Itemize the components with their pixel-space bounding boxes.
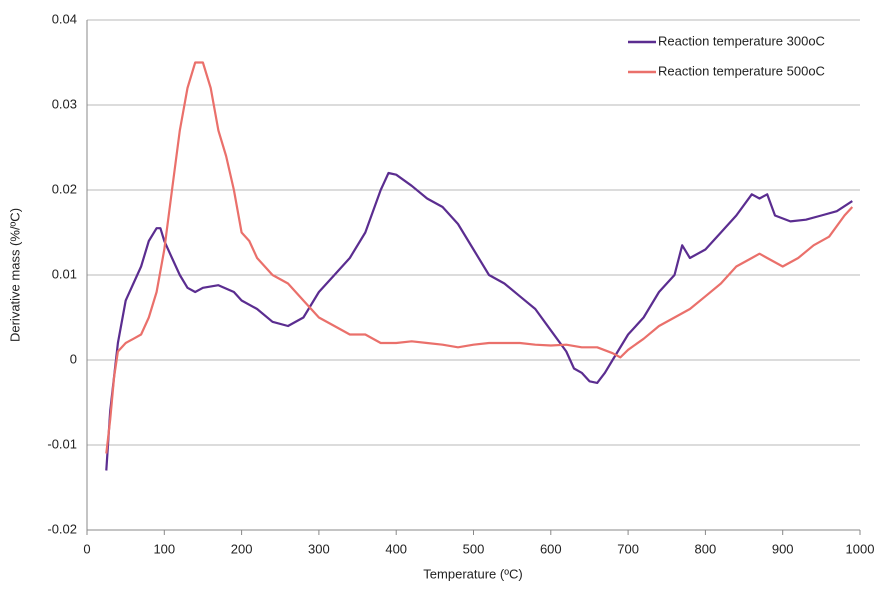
y-tick-label: 0.04 — [52, 11, 77, 26]
y-tick-label: -0.02 — [47, 521, 77, 536]
x-tick-label: 100 — [153, 541, 175, 556]
y-tick-label: -0.01 — [47, 436, 77, 451]
x-tick-label: 700 — [617, 541, 639, 556]
data-line — [105, 171, 853, 471]
y-tick-label: 0.01 — [52, 266, 77, 281]
x-tick-label: 1000 — [846, 541, 875, 556]
y-axis-label: Derivative mass (%/ºC) — [7, 208, 22, 342]
x-axis-label: Temperature (ºC) — [423, 566, 522, 581]
x-tick-label: 300 — [308, 541, 330, 556]
x-tick-label: 200 — [231, 541, 253, 556]
y-tick-label: 0.03 — [52, 96, 77, 111]
x-tick-label: 400 — [385, 541, 407, 556]
x-tick-label: 900 — [772, 541, 794, 556]
x-tick-label: 600 — [540, 541, 562, 556]
legend-label: Reaction temperature 500oC — [658, 63, 825, 78]
legend-label: Reaction temperature 300oC — [658, 33, 825, 48]
y-tick-label: 0.02 — [52, 181, 77, 196]
x-tick-label: 500 — [463, 541, 485, 556]
x-tick-label: 800 — [695, 541, 717, 556]
data-line — [105, 61, 854, 454]
x-tick-label: 0 — [83, 541, 90, 556]
y-tick-label: 0 — [70, 351, 77, 366]
